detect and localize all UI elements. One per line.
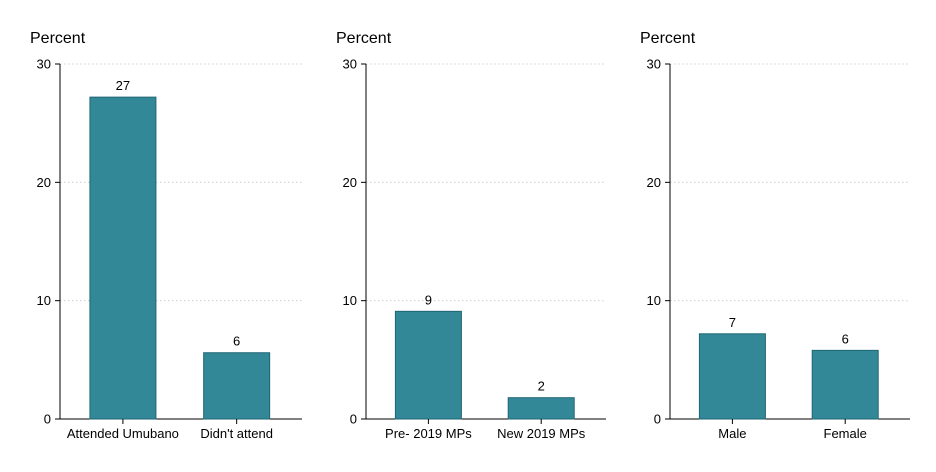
bar <box>203 352 271 420</box>
bar-data-label: 27 <box>116 78 130 93</box>
bar-data-label: 2 <box>538 379 545 394</box>
y-tick-label: 0 <box>44 412 51 427</box>
x-category-label: Attended Umubano <box>67 426 179 441</box>
x-category-label: Pre- 2019 MPs <box>385 426 472 441</box>
y-tick-label: 30 <box>37 57 51 72</box>
panel-title: Percent <box>640 30 696 47</box>
bar <box>394 310 462 420</box>
bar-data-label: 6 <box>233 334 240 349</box>
panel-title: Percent <box>336 30 392 47</box>
bar-data-label: 7 <box>729 315 736 330</box>
y-tick-label: 30 <box>647 57 661 72</box>
y-tick-label: 10 <box>647 293 661 308</box>
y-tick-label: 20 <box>343 175 357 190</box>
bar <box>698 333 766 420</box>
x-category-label: Didn't attend <box>200 426 273 441</box>
panel-title: Percent <box>30 30 86 47</box>
y-tick-label: 10 <box>343 293 357 308</box>
bar <box>811 349 879 420</box>
y-tick-label: 30 <box>343 57 357 72</box>
y-tick-label: 20 <box>37 175 51 190</box>
y-tick-label: 20 <box>647 175 661 190</box>
x-category-label: Male <box>718 426 746 441</box>
bar-data-label: 9 <box>425 292 432 307</box>
y-tick-label: 0 <box>350 412 357 427</box>
y-tick-label: 0 <box>654 412 661 427</box>
bar <box>507 397 575 420</box>
bar <box>89 96 157 420</box>
y-tick-label: 10 <box>37 293 51 308</box>
bar-data-label: 6 <box>842 331 849 346</box>
x-category-label: New 2019 MPs <box>497 426 586 441</box>
x-category-label: Female <box>824 426 867 441</box>
